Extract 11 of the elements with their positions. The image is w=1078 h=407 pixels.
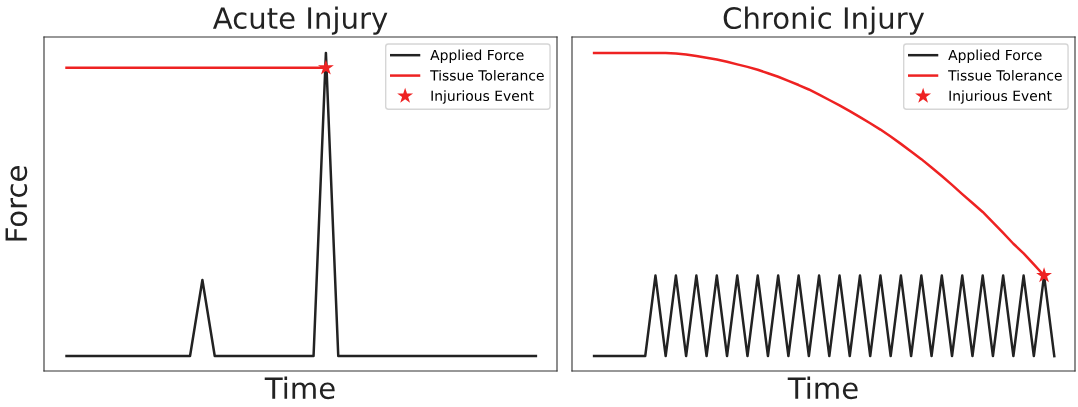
y-axis-title: Force xyxy=(5,166,28,241)
legend-label: Injurious Event xyxy=(949,90,1052,104)
legend-label: Applied Force xyxy=(430,49,524,63)
chart-title: Acute Injury xyxy=(212,6,388,35)
x-axis-title: Time xyxy=(264,376,335,400)
legend-label: Tissue Tolerance xyxy=(430,69,544,81)
x-axis-title: Time xyxy=(787,376,858,400)
chart-title: Chronic Injury xyxy=(723,6,925,35)
legend-label: Tissue Tolerance xyxy=(948,69,1062,81)
legend-label: Injurious Event xyxy=(431,90,534,104)
legend-label: Applied Force xyxy=(948,49,1042,63)
